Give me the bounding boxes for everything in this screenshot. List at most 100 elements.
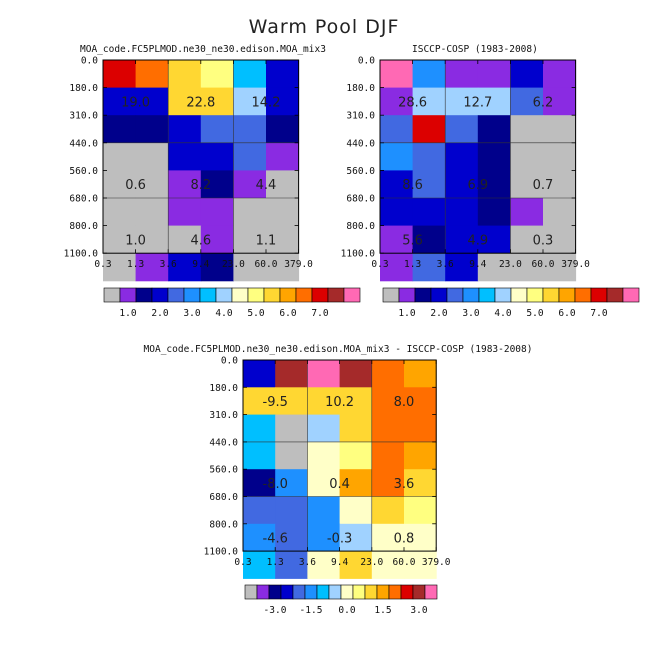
colorbar-swatch [263, 287, 281, 303]
cell-annotation: -9.5 [263, 395, 288, 410]
heatmap-cell [307, 523, 341, 552]
colorbar-label: 5.0 [526, 308, 543, 319]
y-tick-label: 1100.0 [341, 249, 376, 260]
heatmap-cell [307, 496, 341, 525]
colorbar-swatch [462, 287, 480, 303]
heatmap-cell [477, 253, 511, 282]
colorbar-swatch [103, 287, 121, 303]
heatmap-cell [445, 142, 479, 171]
heatmap-cell [412, 170, 446, 199]
cell-annotation: -8.0 [263, 477, 288, 492]
colorbar-swatch [328, 584, 342, 600]
y-tick-label: 560.0 [209, 465, 238, 476]
heatmap-cell [477, 142, 511, 171]
cell-annotation: 6.9 [467, 178, 488, 193]
colorbar-label: 4.0 [215, 308, 232, 319]
colorbar-swatch [494, 287, 512, 303]
x-tick-label: 379.0 [561, 259, 590, 270]
colorbar-label: 7.0 [311, 308, 328, 319]
heatmap-cell [168, 142, 202, 171]
heatmap-cell [404, 496, 437, 525]
colorbar-label: 3.0 [410, 605, 427, 616]
colorbar-swatch [316, 584, 330, 600]
heatmap-cell [275, 360, 308, 388]
heatmap-cell [233, 225, 267, 254]
y-tick-label: 680.0 [209, 492, 238, 503]
colorbar-swatch [510, 287, 528, 303]
heatmap-cell [307, 360, 341, 388]
y-tick-label: 310.0 [69, 111, 98, 122]
colorbar-swatch [424, 584, 438, 600]
panel-2: ISCCP-COSP (1983-2008) 0.3 1.3 3.6 9.4 23.0 60… [341, 44, 640, 319]
heatmap-cell [339, 496, 373, 525]
heatmap-cell [380, 198, 414, 227]
heatmap-cell [275, 414, 308, 443]
colorbar-swatch [304, 584, 318, 600]
cell-annotation: 5.6 [402, 233, 423, 248]
colorbar-swatch [400, 584, 414, 600]
heatmap-cell [380, 170, 414, 199]
colorbar-label: 2.0 [430, 308, 447, 319]
heatmap-cell [135, 198, 169, 227]
cell-annotation: 4.4 [256, 178, 277, 193]
colorbar-swatch [430, 287, 448, 303]
colorbar-swatch [311, 287, 329, 303]
heatmap-cell [200, 60, 234, 89]
y-tick-label: 560.0 [69, 166, 98, 177]
heatmap-cell [200, 142, 234, 171]
heatmap-cell [266, 225, 300, 254]
heatmap-cell [412, 225, 446, 254]
heatmap-cell [307, 414, 341, 443]
heatmap-cell [339, 551, 373, 579]
heatmap-cell [233, 60, 267, 89]
cell-annotation: 14.2 [252, 95, 281, 110]
cell-annotation: 0.3 [533, 233, 554, 248]
heatmap-cell [477, 198, 511, 227]
colorbar-swatch [574, 287, 592, 303]
heatmap-cell [380, 225, 414, 254]
heatmap-cell [477, 225, 511, 254]
colorbar-swatch [295, 287, 313, 303]
cell-annotation: 4.9 [467, 233, 488, 248]
heatmap-cell [510, 142, 544, 171]
heatmap-cell [275, 551, 308, 579]
panel-3: MOA_code.FC5PLMOD.ne30_ne30.edison.MOA_m… [144, 344, 533, 616]
panel-title: MOA_code.FC5PLMOD.ne30_ne30.edison.MOA_m… [80, 44, 326, 55]
heatmap-cell [103, 170, 137, 199]
heatmap-cell [404, 523, 437, 552]
heatmap-cell [543, 142, 577, 171]
colorbar-swatch [376, 584, 390, 600]
cell-annotation: 8.6 [402, 178, 423, 193]
colorbar-swatch [280, 584, 294, 600]
colorbar-label: 2.0 [151, 308, 168, 319]
heatmap-cell [445, 60, 479, 89]
colorbar-label: 1.5 [374, 605, 391, 616]
cell-annotation: 0.4 [329, 477, 350, 492]
x-tick-label: 9.4 [331, 557, 348, 568]
x-tick-label: 9.4 [469, 259, 486, 270]
heatmap-cell [404, 414, 437, 443]
heatmap-cell [168, 87, 202, 116]
cell-annotation: 19.0 [121, 95, 150, 110]
heatmap-cell [339, 387, 373, 416]
heatmap-cell [243, 360, 276, 388]
heatmap-cell [510, 253, 544, 282]
heatmap-cell [543, 253, 577, 282]
x-tick-label: 23.0 [360, 557, 383, 568]
heatmap-cell [135, 170, 169, 199]
cell-annotation: 3.6 [394, 477, 415, 492]
heatmap-cell [103, 142, 137, 171]
heatmap-cell [307, 387, 341, 416]
colorbar-swatch [215, 287, 233, 303]
heatmap-cell [339, 469, 373, 497]
heatmap-cell [243, 441, 276, 470]
heatmap-cell [233, 87, 267, 116]
colorbar-swatch [292, 584, 306, 600]
heatmap-cell [200, 115, 234, 144]
colorbar-label: 7.0 [590, 308, 607, 319]
colorbar-swatch [327, 287, 345, 303]
colorbar-label: 6.0 [279, 308, 296, 319]
colorbar-swatch [478, 287, 496, 303]
heatmap-cell [371, 523, 405, 552]
heatmap-cell [307, 441, 341, 470]
